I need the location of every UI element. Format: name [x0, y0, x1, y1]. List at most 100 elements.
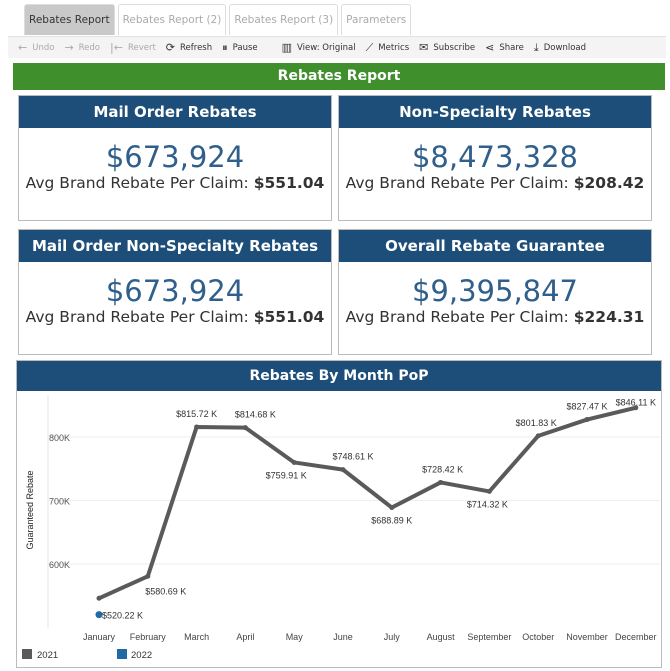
toolbar-pause-button[interactable]: ⏸ Pause	[222, 41, 258, 55]
series-2021-point	[291, 459, 297, 465]
subtitle-value: $551.04	[253, 174, 325, 192]
legend-label-2022: 2022	[131, 650, 152, 661]
toolbar-label: Subscribe	[433, 42, 476, 53]
data-label: $814.68 K	[235, 410, 276, 420]
series-2022-point	[95, 611, 103, 619]
subscribe-icon: ✉	[419, 41, 429, 54]
series-2021-point	[96, 595, 102, 601]
subtitle-value: $208.42	[573, 174, 645, 192]
legend-swatch-2021	[22, 649, 32, 659]
data-label: $801.83 K	[516, 418, 557, 428]
toolbar-label: Revert	[127, 42, 156, 53]
card-overall-guarantee: Overall Rebate Guarantee $9,395,847 Avg …	[338, 229, 652, 355]
card-non-specialty: Non-Specialty Rebates $8,473,328 Avg Bra…	[338, 95, 652, 221]
arrow-right-icon: →	[64, 41, 74, 54]
y-axis-title: Guaranteed Rebate	[25, 470, 35, 549]
toolbar-label: Redo	[78, 42, 101, 53]
toolbar-label: Undo	[32, 42, 55, 53]
data-label: $728.42 K	[422, 464, 463, 474]
subtitle-value: $551.04	[253, 308, 325, 326]
y-tick-label: 800K	[49, 433, 70, 443]
tab-parameters[interactable]: Parameters	[341, 4, 412, 35]
series-2021-point	[535, 433, 541, 439]
card-mail-order-non-specialty: Mail Order Non-Specialty Rebates $673,92…	[18, 229, 332, 355]
toolbar-refresh-button[interactable]: ⟳ Refresh	[166, 41, 212, 54]
x-tick-label: January	[83, 632, 116, 642]
toolbar-download-button[interactable]: ⤓ Download	[534, 41, 586, 55]
series-2021-point	[584, 417, 590, 423]
toolbar-label: Pause	[232, 42, 258, 53]
toolbar-label: Download	[543, 42, 587, 53]
y-tick-label: 600K	[49, 560, 70, 570]
revert-icon: |←	[110, 41, 123, 54]
x-tick-label: April	[236, 632, 254, 642]
arrow-left-icon: ←	[18, 41, 28, 54]
legend-label-2021: 2021	[37, 650, 58, 661]
series-2021-point	[486, 488, 492, 494]
data-label: $827.47 K	[566, 402, 607, 412]
tab-rebates-report-2[interactable]: Rebates Report (2)	[117, 4, 227, 35]
tab-rebates-report-3[interactable]: Rebates Report (3)	[229, 4, 339, 35]
toolbar-label: View: Original	[297, 42, 356, 53]
toolbar: ← Undo → Redo |← Revert ⟳ Refresh ⏸ Pause ▥ View: O…	[8, 36, 666, 58]
data-label: $748.61 K	[332, 452, 373, 462]
pause-icon: ⏸	[222, 40, 228, 54]
refresh-icon: ⟳	[165, 41, 176, 54]
card-title: Non-Specialty Rebates	[339, 96, 651, 128]
series-2021-point	[242, 425, 248, 431]
data-label: $846.11 K	[616, 398, 656, 408]
card-value: $9,395,847	[411, 274, 579, 308]
series-2021-point	[438, 479, 444, 485]
card-title: Mail Order Rebates	[19, 96, 331, 128]
data-label: $580.69 K	[145, 586, 186, 596]
toolbar-undo-button[interactable]: ← Undo	[18, 41, 54, 54]
sheet-tabs: Rebates Report Rebates Report (2) Rebate…	[24, 4, 412, 35]
data-label: $815.72 K	[176, 409, 217, 419]
toolbar-revert-button[interactable]: |← Revert	[110, 41, 156, 54]
subtitle-label: Avg Brand Rebate Per Claim:	[25, 308, 249, 326]
share-icon: ⋖	[485, 41, 495, 54]
report-banner: Rebates Report	[13, 63, 665, 90]
download-icon: ⤓	[533, 40, 539, 54]
card-title: Overall Rebate Guarantee	[339, 230, 651, 262]
x-tick-label: February	[130, 632, 167, 642]
toolbar-share-button[interactable]: ⋖ Share	[485, 41, 524, 54]
data-label: $714.32 K	[467, 499, 508, 509]
toolbar-label: Share	[499, 42, 524, 53]
x-tick-label: December	[615, 632, 657, 642]
series-2021-line	[98, 405, 637, 601]
series-2021-point	[633, 405, 639, 411]
toolbar-metrics-button[interactable]: ⟋ Metrics	[366, 41, 410, 55]
card-mail-order: Mail Order Rebates $673,924 Avg Brand Re…	[18, 95, 332, 221]
card-subtitle: Avg Brand Rebate Per Claim: $208.42	[339, 174, 651, 192]
subtitle-label: Avg Brand Rebate Per Claim:	[345, 308, 569, 326]
x-tick-label: November	[566, 632, 608, 642]
chart-title: Rebates By Month PoP	[17, 361, 661, 391]
data-label: $759.91 K	[266, 470, 307, 480]
data-label: $688.89 K	[371, 516, 412, 526]
card-subtitle: Avg Brand Rebate Per Claim: $551.04	[19, 174, 331, 192]
toolbar-label: Metrics	[378, 42, 410, 53]
metrics-icon: ⟋	[365, 40, 374, 54]
series-2021-point	[389, 505, 395, 511]
data-label: $520.22 K	[102, 611, 143, 621]
toolbar-view-original-button[interactable]: ▥ View: Original	[282, 41, 356, 54]
series-2021-point	[194, 424, 200, 430]
chart-panel: Rebates By Month PoP	[16, 360, 662, 668]
card-title: Mail Order Non-Specialty Rebates	[19, 230, 331, 262]
x-tick-label: June	[333, 632, 353, 642]
series-2021-point	[145, 573, 151, 579]
x-tick-label: August	[427, 632, 456, 642]
subtitle-label: Avg Brand Rebate Per Claim:	[345, 174, 569, 192]
toolbar-subscribe-button[interactable]: ✉ Subscribe	[419, 41, 475, 54]
legend-swatch-2022	[117, 649, 127, 659]
card-value: $673,924	[105, 274, 245, 308]
x-tick-label: July	[384, 632, 401, 642]
tab-rebates-report[interactable]: Rebates Report	[24, 4, 115, 35]
toolbar-redo-button[interactable]: → Redo	[64, 41, 100, 54]
x-tick-label: September	[467, 632, 511, 642]
y-tick-label: 700K	[49, 497, 70, 507]
x-tick-label: October	[522, 632, 554, 642]
x-tick-label: May	[286, 632, 304, 642]
